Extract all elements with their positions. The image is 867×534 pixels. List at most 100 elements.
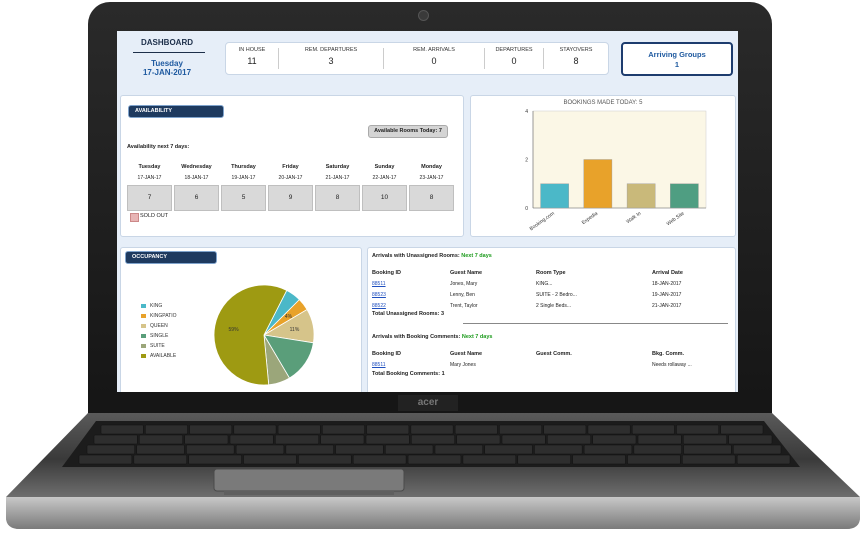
bar[interactable] [670, 183, 699, 209]
stat-value: 0 [431, 56, 437, 66]
booking-id-link[interactable]: 88511 [372, 362, 386, 368]
unassigned-total: Total Unassigned Rooms: 3 [372, 311, 445, 317]
availability-heading: AVAILABILITY [128, 105, 224, 118]
legend-swatch [141, 324, 146, 328]
booking-id-link[interactable]: 88523 [372, 292, 386, 298]
keyboard-key [736, 454, 791, 465]
bar[interactable] [540, 183, 569, 209]
keyboard-key [145, 424, 188, 435]
day-availability-cell[interactable]: 8 [409, 185, 454, 211]
stats-bar: IN HOUSE 11 REM. DEPARTURES 3 REM. ARRIV… [225, 42, 609, 75]
column-header: Room Type [536, 270, 566, 276]
legend-swatch [141, 314, 146, 318]
y-tick-label: 2 [525, 158, 528, 164]
comments-period: Next 7 days [461, 334, 493, 340]
webcam-icon [418, 10, 429, 21]
keyboard-key [517, 454, 571, 465]
arriving-groups-button[interactable]: Arriving Groups 1 [621, 42, 733, 76]
keyboard-key [365, 434, 410, 445]
day-name: Friday [282, 164, 299, 170]
x-tick-label: Web Site [666, 211, 686, 228]
stat-label: REM. DEPARTURES [304, 47, 358, 53]
day-name: Sunday [374, 164, 395, 170]
legend-label[interactable]: AVAILABLE [150, 353, 177, 359]
booking-id-link[interactable]: 88522 [372, 303, 386, 309]
stat-value: 8 [573, 56, 579, 66]
day-availability-cell[interactable]: 6 [174, 185, 219, 211]
keyboard-key [235, 444, 285, 455]
keyboard-key [637, 434, 682, 445]
availability-day: Sunday 22-JAN-17 10 [362, 164, 407, 211]
keyboard-key [86, 444, 135, 455]
stat-stayovers[interactable]: STAYOVERS 8 [544, 47, 608, 66]
keyboard-key [352, 454, 407, 465]
divider [543, 48, 544, 69]
availability-next-label: Availability next 7 days: [127, 144, 190, 150]
keyboard-key [243, 454, 297, 465]
table-cell: 21-JAN-2017 [652, 303, 682, 309]
availability-day: Thursday 19-JAN-17 5 [221, 164, 266, 211]
keyboard-key [188, 454, 242, 465]
divider [278, 48, 279, 69]
stat-value: 3 [328, 56, 334, 66]
divider [383, 48, 384, 69]
day-availability-cell[interactable]: 7 [127, 185, 172, 211]
legend-label[interactable]: KINGPATIO [150, 313, 177, 319]
keyboard-key [484, 444, 533, 455]
bar[interactable] [626, 183, 656, 209]
y-tick-label: 4 [525, 109, 528, 115]
legend-label[interactable]: QUEEN [150, 323, 168, 329]
keyboard-key [410, 424, 454, 435]
y-tick-label: 0 [525, 206, 528, 212]
available-rooms-today-button[interactable]: Available Rooms Today: 7 [368, 125, 448, 138]
day-date: 19-JAN-17 [231, 175, 256, 181]
current-day: Tuesday [151, 59, 183, 68]
day-availability-cell[interactable]: 10 [362, 185, 407, 211]
keyboard-key [454, 424, 498, 435]
x-tick-label: Expedia [581, 211, 599, 226]
stat-label: REM. ARRIVALS [413, 47, 455, 53]
stat-rem-departures[interactable]: REM. DEPARTURES 3 [279, 47, 383, 66]
section-divider [463, 323, 728, 324]
dashboard-header: DASHBOARD Tuesday 17-JAN-2017 [117, 31, 217, 81]
booking-id-link[interactable]: 88511 [372, 281, 386, 287]
laptop-base [0, 405, 867, 534]
keyboard-key [322, 424, 365, 435]
table-cell: Mary Jones [450, 362, 476, 368]
chart-title: BOOKINGS MADE TODAY: 5 [563, 100, 643, 106]
arriving-groups-label: Arriving Groups [648, 50, 706, 59]
bar[interactable] [583, 159, 613, 209]
stat-departures[interactable]: DEPARTURES 0 [485, 47, 543, 66]
keyboard-key [501, 434, 546, 445]
unassigned-title: Arrivals with Unassigned Rooms: Next 7 d… [372, 253, 492, 259]
keyboard-key [676, 424, 719, 435]
legend-label[interactable]: KING [150, 303, 163, 309]
keyboard-key [285, 444, 334, 455]
arrivals-panel: Arrivals with Unassigned Rooms: Next 7 d… [367, 247, 736, 392]
stat-in-house[interactable]: IN HOUSE 11 [226, 47, 278, 66]
keyboard-key [499, 424, 542, 435]
comments-total: Total Booking Comments: 1 [372, 371, 445, 377]
legend-label[interactable]: SINGLE [150, 333, 169, 339]
keyboard-key [385, 444, 434, 455]
bookings-bar-chart: 0 2 4 Booking.com Expedia Walk In Web Site [525, 109, 707, 231]
occupancy-heading: OCCUPANCY [125, 251, 217, 264]
day-availability-cell[interactable]: 8 [315, 185, 360, 211]
stat-rem-arrivals[interactable]: REM. ARRIVALS 0 [384, 47, 484, 66]
column-header: Booking ID [372, 351, 402, 357]
availability-panel: AVAILABILITY Available Rooms Today: 7 Av… [120, 95, 464, 237]
day-availability-cell[interactable]: 9 [268, 185, 313, 211]
legend-label[interactable]: SUITE [150, 343, 165, 349]
keyboard-key [298, 454, 352, 465]
day-availability-cell[interactable]: 5 [221, 185, 266, 211]
table-cell: Needs rollaway ... [652, 362, 692, 368]
table-cell: 19-JAN-2017 [652, 292, 682, 298]
pie-slice[interactable] [213, 284, 288, 386]
column-header: Guest Name [450, 351, 483, 357]
title-underline [133, 52, 205, 53]
keyboard-key [456, 434, 501, 445]
table-cell: SUITE - 2 Bedro... [536, 292, 577, 298]
x-tick-label: Walk In [625, 211, 642, 225]
keyboard-key [411, 434, 455, 445]
column-header: Booking ID [372, 270, 402, 276]
